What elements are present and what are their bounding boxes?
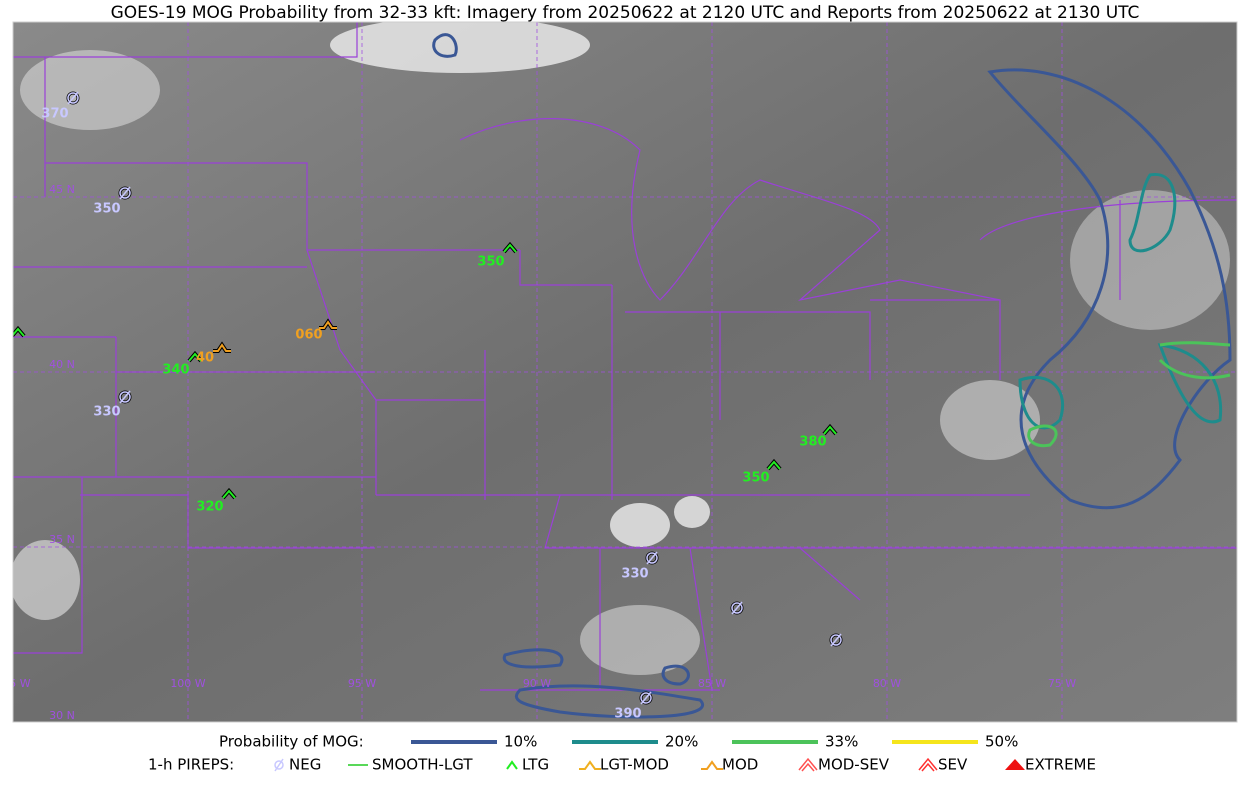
legend-entry: 33% <box>825 733 858 751</box>
ltg-icon <box>222 489 236 499</box>
legend-icon <box>274 758 284 772</box>
neg-icon <box>640 691 652 705</box>
legend-entry: MOD-SEV <box>818 756 890 774</box>
mod-icon <box>319 320 337 329</box>
pirep-legend-label: 1-h PIREPS: <box>148 756 234 774</box>
map: 370 350 350 060 30 340 40 330 380 350 320 330 390 45… <box>0 22 1237 722</box>
neg-icon <box>67 92 79 104</box>
lat-label: 40 N <box>49 358 75 371</box>
neg-icon <box>830 634 842 646</box>
ltg-icon <box>503 243 517 253</box>
report-label: 320 <box>196 500 223 515</box>
lon-label: 85 W <box>698 677 726 690</box>
legend-icon <box>701 760 723 770</box>
lat-label: 45 N <box>49 183 75 196</box>
report-label: 330 <box>93 405 120 420</box>
legend-icon <box>1005 759 1025 770</box>
state-boundaries <box>13 22 1237 691</box>
lon-label: 100 W <box>170 677 205 690</box>
legend-entry: SEV <box>938 756 968 774</box>
legend-icon <box>918 757 938 772</box>
legend-entry: 10% <box>504 733 537 751</box>
mod-icon <box>213 343 231 352</box>
neg-icon <box>119 390 131 404</box>
legend-entry: LTG <box>522 756 549 774</box>
legend-icon <box>798 757 818 772</box>
neg-icon <box>119 391 131 403</box>
report-label: 350 <box>93 202 120 217</box>
ltg-icon <box>823 425 837 435</box>
report-label: 370 <box>41 107 68 122</box>
neg-icon <box>640 692 652 704</box>
neg-icon <box>646 552 658 564</box>
lat-label: 35 N <box>49 533 75 546</box>
clouds <box>13 22 1230 675</box>
report-label: 330 <box>621 567 648 582</box>
report-label: 40 <box>196 351 214 366</box>
mog-contours <box>432 33 1232 719</box>
mog-legend-label: Probability of MOG: <box>219 733 364 751</box>
ltg-icon <box>767 460 781 470</box>
neg-icon <box>646 551 658 565</box>
legend-entry: MOD <box>722 756 758 774</box>
report-label: 350 <box>742 471 769 486</box>
grid <box>13 22 1237 722</box>
ltg-icon <box>188 352 202 362</box>
title: GOES-19 MOG Probability from 32-33 kft: … <box>111 3 1140 23</box>
map-frame <box>12 21 1238 723</box>
legend: Probability of MOG: 10% 20% 33% 50% 1-h PIREP… <box>148 733 1096 774</box>
lon-label: 75 W <box>1048 677 1076 690</box>
neg-icon <box>119 186 131 200</box>
lon-label: 95 W <box>348 677 376 690</box>
ltg-icon <box>13 327 25 337</box>
lon-label: 90 W <box>523 677 551 690</box>
report-label: 30 <box>0 338 13 353</box>
neg-icon <box>67 91 79 105</box>
pireps: 370 350 350 060 30 340 40 330 380 350 320 330 390 <box>0 91 843 722</box>
neg-icon <box>731 602 743 614</box>
grid-labels: 45 N 40 N 35 N 30 N 105 W 100 W 95 W 90 W 85 W 80… <box>0 183 1076 722</box>
report-label: 350 <box>477 255 504 270</box>
neg-icon <box>731 601 743 615</box>
legend-entry: LGT-MOD <box>600 756 669 774</box>
report-label: 060 <box>295 328 322 343</box>
legend-entry: NEG <box>289 756 321 774</box>
legend-entry: 50% <box>985 733 1018 751</box>
report-label: 340 <box>162 363 189 378</box>
lat-label: 30 N <box>49 709 75 722</box>
legend-entry: SMOOTH-LGT <box>372 756 473 774</box>
legend-entry: EXTREME <box>1025 756 1096 774</box>
lon-label: 105 W <box>0 677 31 690</box>
legend-icon <box>579 760 601 770</box>
legend-icon <box>506 760 518 770</box>
lon-label: 80 W <box>873 677 901 690</box>
neg-icon <box>119 187 131 199</box>
neg-icon <box>830 633 842 647</box>
report-label: 380 <box>799 435 826 450</box>
report-label: 390 <box>614 707 641 722</box>
legend-entry: 20% <box>665 733 698 751</box>
